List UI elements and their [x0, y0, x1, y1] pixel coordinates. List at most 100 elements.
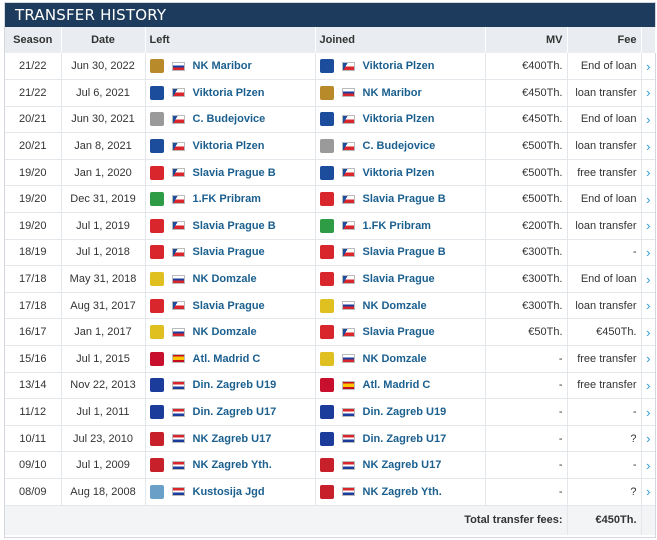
joined-club-link[interactable]: Slavia Prague — [362, 326, 435, 339]
joined-club-link[interactable]: Slavia Prague B — [362, 246, 446, 259]
club-crest-icon — [319, 431, 334, 446]
country-flag-icon — [341, 301, 355, 311]
club-crest-icon — [149, 272, 164, 287]
table-row[interactable]: 18/19 Jul 1, 2018 Slavia Prague Slavia Prag… — [5, 239, 655, 267]
season-cell: 17/18 — [5, 292, 62, 320]
joined-club-link[interactable]: NK Maribor — [362, 86, 422, 99]
left-club-link[interactable]: Atl. Madrid C — [192, 352, 261, 365]
left-club-link[interactable]: Slavia Prague B — [192, 166, 276, 179]
chevron-right-icon[interactable]: › — [641, 79, 655, 107]
joined-club-link[interactable]: Din. Zagreb U17 — [362, 432, 447, 445]
market-value-cell: - — [485, 478, 568, 506]
country-flag-icon — [171, 168, 185, 178]
chevron-right-icon[interactable]: › — [641, 132, 655, 160]
joined-club-link[interactable]: C. Budejovice — [362, 140, 436, 153]
left-club-link[interactable]: Slavia Prague — [192, 246, 265, 259]
table-row[interactable]: 09/10 Jul 1, 2009 NK Zagreb Yth. NK Zagreb … — [5, 451, 655, 479]
chevron-right-icon[interactable]: › — [641, 318, 655, 347]
joined-club-link[interactable]: NK Domzale — [362, 299, 427, 312]
club-crest-icon — [319, 245, 334, 260]
joined-club-link[interactable]: Slavia Prague B — [362, 193, 446, 206]
table-row[interactable]: 20/21 Jun 30, 2021 C. Budejovice Viktoria P… — [5, 106, 655, 134]
country-flag-icon — [341, 380, 355, 390]
chevron-right-icon[interactable]: › — [641, 265, 655, 293]
joined-club-link[interactable]: NK Zagreb U17 — [362, 459, 442, 472]
joined-club-link[interactable]: Viktoria Plzen — [362, 166, 435, 179]
joined-club-link[interactable]: Atl. Madrid C — [362, 379, 431, 392]
country-flag-icon — [341, 114, 355, 124]
joined-club-link[interactable]: NK Domzale — [362, 352, 427, 365]
chevron-right-icon[interactable]: › — [641, 398, 655, 426]
left-club-link[interactable]: Viktoria Plzen — [192, 86, 265, 99]
country-flag-icon — [171, 380, 185, 390]
chevron-right-icon[interactable]: › — [641, 159, 655, 187]
club-crest-icon — [149, 165, 164, 180]
club-crest-icon — [149, 192, 164, 207]
table-row[interactable]: 15/16 Jul 1, 2015 Atl. Madrid C NK Domzale -… — [5, 345, 655, 373]
table-row[interactable]: 16/17 Jan 1, 2017 NK Domzale Slavia Prague €… — [5, 318, 655, 347]
left-club-link[interactable]: Slavia Prague B — [192, 219, 276, 232]
left-club-link[interactable]: Din. Zagreb U19 — [192, 379, 277, 392]
chevron-right-icon[interactable]: › — [641, 345, 655, 373]
chevron-right-icon[interactable]: › — [641, 292, 655, 320]
table-row[interactable]: 13/14 Nov 22, 2013 Din. Zagreb U19 Atl. Mad… — [5, 372, 655, 400]
table-row[interactable]: 19/20 Jan 1, 2020 Slavia Prague B Viktoria … — [5, 159, 655, 187]
chevron-right-icon[interactable]: › — [641, 372, 655, 400]
left-club-cell: Slavia Prague B — [145, 159, 316, 187]
fee-cell: - — [567, 451, 642, 479]
chevron-right-icon[interactable]: › — [641, 478, 655, 506]
joined-club-link[interactable]: Viktoria Plzen — [362, 60, 435, 73]
chevron-right-icon[interactable]: › — [641, 106, 655, 134]
joined-club-link[interactable]: Din. Zagreb U19 — [362, 406, 447, 419]
table-row[interactable]: 21/22 Jun 30, 2022 NK Maribor Viktoria Plze… — [5, 53, 655, 81]
chevron-right-icon[interactable]: › — [641, 185, 655, 214]
left-club-link[interactable]: C. Budejovice — [192, 113, 266, 126]
left-club-cell: NK Zagreb U17 — [145, 425, 316, 453]
joined-club-link[interactable]: NK Zagreb Yth. — [362, 485, 442, 498]
joined-club-link[interactable]: Slavia Prague — [362, 273, 435, 286]
left-club-cell: Slavia Prague — [145, 239, 316, 267]
chevron-right-icon[interactable]: › — [641, 425, 655, 453]
left-club-link[interactable]: NK Domzale — [192, 273, 257, 286]
table-row[interactable]: 08/09 Aug 18, 2008 Kustosija Jgd NK Zagreb … — [5, 478, 655, 506]
left-club-link[interactable]: NK Zagreb Yth. — [192, 459, 272, 472]
table-row[interactable]: 17/18 Aug 31, 2017 Slavia Prague NK Domzale… — [5, 292, 655, 320]
country-flag-icon — [171, 114, 185, 124]
joined-club-cell: C. Budejovice — [315, 132, 486, 160]
joined-club-link[interactable]: Viktoria Plzen — [362, 113, 435, 126]
table-row[interactable]: 10/11 Jul 23, 2010 NK Zagreb U17 Din. Zagre… — [5, 425, 655, 453]
left-club-link[interactable]: Viktoria Plzen — [192, 140, 265, 153]
season-cell: 20/21 — [5, 106, 62, 134]
left-club-link[interactable]: NK Domzale — [192, 326, 257, 339]
table-row[interactable]: 19/20 Dec 31, 2019 1.FK Pribram Slavia Prag… — [5, 185, 655, 214]
fee-cell: End of loan — [567, 185, 642, 214]
table-row[interactable]: 19/20 Jul 1, 2019 Slavia Prague B 1.FK Prib… — [5, 212, 655, 240]
joined-club-cell: Atl. Madrid C — [315, 372, 486, 400]
club-crest-icon — [319, 325, 334, 340]
left-club-link[interactable]: NK Maribor — [192, 60, 252, 73]
table-row[interactable]: 11/12 Jul 1, 2011 Din. Zagreb U17 Din. Zagr… — [5, 398, 655, 426]
table-row[interactable]: 17/18 May 31, 2018 NK Domzale Slavia Prague… — [5, 265, 655, 293]
chevron-right-icon[interactable]: › — [641, 53, 655, 81]
transfer-history-widget: TRANSFER HISTORY Season Date Left Joined… — [4, 2, 656, 538]
club-crest-icon — [319, 165, 334, 180]
left-club-link[interactable]: 1.FK Pribram — [192, 193, 261, 206]
left-club-link[interactable]: NK Zagreb U17 — [192, 432, 272, 445]
fee-cell: ? — [567, 425, 642, 453]
left-club-link[interactable]: Kustosija Jgd — [192, 485, 265, 498]
joined-club-link[interactable]: 1.FK Pribram — [362, 219, 431, 232]
left-club-link[interactable]: Din. Zagreb U17 — [192, 406, 277, 419]
chevron-right-icon[interactable]: › — [641, 451, 655, 479]
season-cell: 08/09 — [5, 478, 62, 506]
chevron-right-icon[interactable]: › — [641, 212, 655, 240]
date-cell: Aug 18, 2008 — [61, 478, 146, 506]
table-row[interactable]: 20/21 Jan 8, 2021 Viktoria Plzen C. Budejov… — [5, 132, 655, 160]
chevron-right-icon[interactable]: › — [641, 239, 655, 267]
left-club-link[interactable]: Slavia Prague — [192, 299, 265, 312]
date-cell: Nov 22, 2013 — [61, 372, 146, 400]
total-label: Total transfer fees: — [5, 505, 568, 536]
joined-club-cell: Slavia Prague B — [315, 185, 486, 214]
country-flag-icon — [341, 460, 355, 470]
season-cell: 19/20 — [5, 159, 62, 187]
table-row[interactable]: 21/22 Jul 6, 2021 Viktoria Plzen NK Maribor… — [5, 79, 655, 107]
